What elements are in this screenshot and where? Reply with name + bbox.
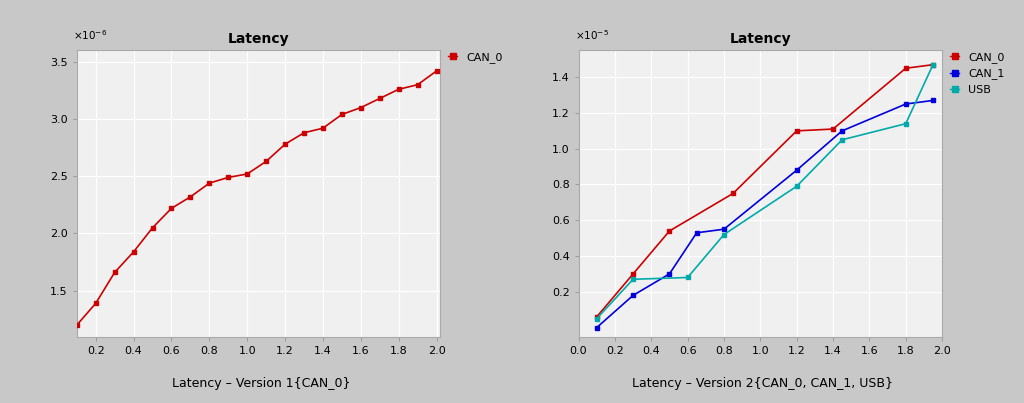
Text: Latency – Version 1{CAN_0}: Latency – Version 1{CAN_0} xyxy=(172,377,350,390)
Text: $\times10^{-5}$: $\times10^{-5}$ xyxy=(574,28,609,42)
Text: $\times10^{-6}$: $\times10^{-6}$ xyxy=(73,28,108,42)
Legend: CAN_0, CAN_1, USB: CAN_0, CAN_1, USB xyxy=(946,48,1009,99)
Title: Latency: Latency xyxy=(227,32,290,46)
Title: Latency: Latency xyxy=(729,32,792,46)
Legend: CAN_0: CAN_0 xyxy=(444,48,507,67)
Text: Latency – Version 2{CAN_0, CAN_1, USB}: Latency – Version 2{CAN_0, CAN_1, USB} xyxy=(633,377,893,390)
